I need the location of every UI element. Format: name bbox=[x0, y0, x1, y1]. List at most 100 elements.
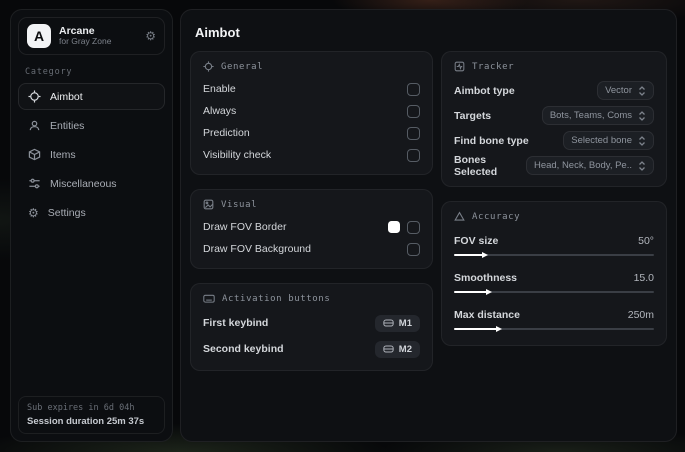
tracker-card: Tracker Aimbot type Vector Targets Bots,… bbox=[441, 51, 667, 187]
setting-row-enable: Enable bbox=[203, 78, 420, 100]
triangle-icon bbox=[454, 211, 465, 222]
slider-thumb[interactable] bbox=[482, 252, 488, 258]
always-checkbox[interactable] bbox=[407, 104, 420, 118]
slider-value: 15.0 bbox=[633, 272, 654, 284]
second-keybind-button[interactable]: M2 bbox=[374, 340, 420, 358]
bones-selected-dropdown[interactable]: Head, Neck, Body, Pe.. bbox=[525, 156, 654, 175]
keybind-value: M1 bbox=[398, 317, 412, 329]
entities-icon bbox=[28, 119, 41, 132]
fov-border-controls bbox=[388, 220, 420, 234]
setting-label: Find bone type bbox=[454, 134, 529, 147]
app-logo-card: A Arcane for Gray Zone ⚙ bbox=[18, 17, 165, 55]
setting-row-draw-fov-border: Draw FOV Border bbox=[203, 216, 420, 238]
general-card-header: General bbox=[203, 61, 420, 72]
crosshair-icon bbox=[28, 90, 41, 103]
visual-card-header: Visual bbox=[203, 199, 420, 210]
session-duration-text: Session duration 25m 37s bbox=[27, 416, 145, 427]
setting-label: Enable bbox=[203, 83, 236, 95]
slider-label: Max distance bbox=[454, 309, 520, 321]
sidebar-item-items[interactable]: Items bbox=[18, 141, 165, 168]
general-card: General Enable Always Prediction Visibil… bbox=[190, 51, 433, 175]
setting-row-second-keybind: Second keybind M2 bbox=[203, 336, 420, 362]
slider-value: 250m bbox=[627, 309, 654, 321]
setting-label: Aimbot type bbox=[454, 84, 515, 97]
setting-label: Prediction bbox=[203, 127, 250, 139]
max-distance-slider-group: Max distance 250m bbox=[454, 305, 654, 333]
chevron-up-down-icon bbox=[638, 85, 646, 96]
activity-icon bbox=[454, 61, 465, 72]
smoothness-slider[interactable] bbox=[454, 288, 654, 296]
mouse-icon bbox=[383, 345, 394, 353]
sidebar-item-label: Aimbot bbox=[50, 90, 83, 103]
tracker-card-title: Tracker bbox=[472, 61, 515, 72]
accuracy-card: Accuracy FOV size 50° Smoothness bbox=[441, 201, 667, 346]
fov-size-slider[interactable] bbox=[454, 251, 654, 259]
draw-fov-background-checkbox[interactable] bbox=[407, 242, 420, 256]
slider-fill bbox=[454, 327, 498, 330]
setting-label: First keybind bbox=[203, 317, 269, 329]
fov-border-color-swatch[interactable] bbox=[388, 221, 400, 233]
app-title-block: Arcane for Gray Zone bbox=[59, 25, 137, 47]
app-name: Arcane bbox=[59, 25, 95, 38]
visibility-check-checkbox[interactable] bbox=[407, 148, 420, 162]
gear-icon[interactable]: ⚙ bbox=[145, 29, 156, 43]
gear-icon: ⚙ bbox=[28, 205, 39, 220]
activation-card-title: Activation buttons bbox=[222, 293, 331, 304]
chevron-up-down-icon bbox=[638, 135, 646, 146]
dropdown-value: Bots, Teams, Coms bbox=[549, 110, 632, 121]
setting-row-visibility-check: Visibility check bbox=[203, 144, 420, 166]
dropdown-value: Selected bone bbox=[571, 135, 632, 146]
left-column: General Enable Always Prediction Visibil… bbox=[190, 51, 433, 371]
crosshair-icon bbox=[203, 61, 214, 72]
sidebar-item-aimbot[interactable]: Aimbot bbox=[18, 83, 165, 110]
setting-row-bones-selected: Bones Selected Head, Neck, Body, Pe.. bbox=[454, 153, 654, 178]
slider-labels: FOV size 50° bbox=[454, 231, 654, 251]
setting-row-find-bone-type: Find bone type Selected bone bbox=[454, 128, 654, 153]
slider-thumb[interactable] bbox=[496, 326, 502, 332]
app-logo: A bbox=[27, 24, 51, 48]
right-column: Tracker Aimbot type Vector Targets Bots,… bbox=[441, 51, 667, 371]
subscription-info-box: Sub expires in 6d 04h Session duration 2… bbox=[18, 396, 165, 434]
keyboard-icon bbox=[203, 293, 215, 304]
targets-dropdown[interactable]: Bots, Teams, Coms bbox=[541, 106, 654, 125]
draw-fov-border-checkbox[interactable] bbox=[407, 220, 420, 234]
first-keybind-button[interactable]: M1 bbox=[374, 314, 420, 332]
prediction-checkbox[interactable] bbox=[407, 126, 420, 140]
smoothness-slider-group: Smoothness 15.0 bbox=[454, 268, 654, 296]
visual-card-title: Visual bbox=[221, 199, 258, 210]
sidebar-item-miscellaneous[interactable]: Miscellaneous bbox=[18, 170, 165, 197]
dropdown-value: Head, Neck, Body, Pe.. bbox=[533, 160, 632, 171]
page-title: Aimbot bbox=[195, 25, 240, 40]
keybind-value: M2 bbox=[398, 343, 412, 355]
slider-value: 50° bbox=[638, 235, 654, 247]
sidebar-nav: Aimbot Entities Items Miscellaneous ⚙ Se… bbox=[18, 83, 165, 226]
setting-label: Draw FOV Border bbox=[203, 221, 287, 233]
setting-label: Targets bbox=[454, 109, 492, 122]
enable-checkbox[interactable] bbox=[407, 82, 420, 96]
category-label: Category bbox=[25, 67, 73, 77]
fov-size-slider-group: FOV size 50° bbox=[454, 231, 654, 259]
slider-thumb[interactable] bbox=[486, 289, 492, 295]
sidebar-item-entities[interactable]: Entities bbox=[18, 112, 165, 139]
slider-label: FOV size bbox=[454, 235, 499, 247]
accuracy-card-header: Accuracy bbox=[454, 211, 654, 222]
setting-label: Draw FOV Background bbox=[203, 243, 311, 255]
activation-card-header: Activation buttons bbox=[203, 293, 420, 304]
setting-label: Bones Selected bbox=[454, 153, 498, 178]
chevron-up-down-icon bbox=[638, 110, 646, 121]
setting-row-first-keybind: First keybind M1 bbox=[203, 310, 420, 336]
aimbot-type-dropdown[interactable]: Vector bbox=[597, 81, 654, 100]
sub-expires-text: Sub expires in 6d 04h bbox=[27, 403, 135, 413]
setting-row-aimbot-type: Aimbot type Vector bbox=[454, 78, 654, 103]
app-subtitle: for Gray Zone bbox=[59, 36, 112, 47]
max-distance-slider[interactable] bbox=[454, 325, 654, 333]
find-bone-type-dropdown[interactable]: Selected bone bbox=[563, 131, 654, 150]
slider-label: Smoothness bbox=[454, 272, 518, 284]
setting-row-targets: Targets Bots, Teams, Coms bbox=[454, 103, 654, 128]
sidebar-item-settings[interactable]: ⚙ Settings bbox=[18, 199, 165, 226]
content-columns: General Enable Always Prediction Visibil… bbox=[181, 51, 676, 371]
sidebar-item-label: Settings bbox=[47, 206, 86, 219]
tracker-card-header: Tracker bbox=[454, 61, 654, 72]
slider-labels: Smoothness 15.0 bbox=[454, 268, 654, 288]
slider-fill bbox=[454, 290, 488, 293]
